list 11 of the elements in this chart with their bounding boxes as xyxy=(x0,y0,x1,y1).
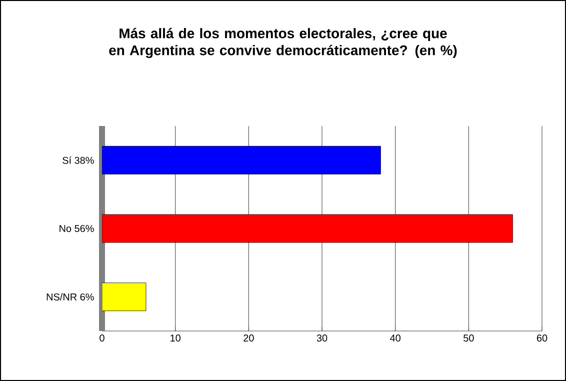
x-tick-label: 50 xyxy=(464,334,474,342)
x-tick-label: 20 xyxy=(244,334,254,342)
y-tick-label: Sí 38% xyxy=(62,156,94,164)
chart-title: Más allá de los momentos electorales, ¿cree que en Argentina se convive democráticamente? (en %) xyxy=(109,28,457,58)
y-tick-label: No 56% xyxy=(60,224,94,232)
x-tick-label: 60 xyxy=(536,334,548,342)
x-tick-label: 40 xyxy=(390,334,400,342)
x-tick-label: 0 xyxy=(100,334,104,342)
x-tick-label: 10 xyxy=(170,334,180,342)
x-tick-label: 30 xyxy=(316,334,328,342)
y-tick-label: NS/NR 6% xyxy=(46,293,94,300)
